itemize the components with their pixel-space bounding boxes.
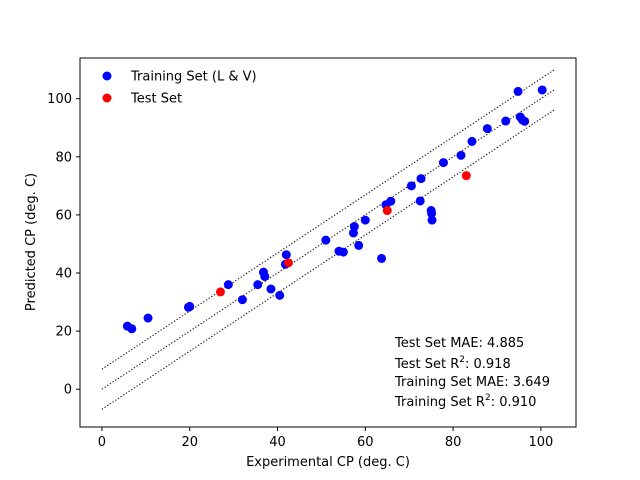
training-mae-text: Training Set MAE: 3.649 xyxy=(394,375,550,390)
reference-line-1 xyxy=(101,69,555,370)
training-point-31 xyxy=(456,150,466,160)
training-point-29 xyxy=(427,215,437,225)
y-tick-label-0: 0 xyxy=(64,383,72,398)
training-point-2 xyxy=(143,313,153,323)
training-point-32 xyxy=(467,136,477,146)
test-point-1 xyxy=(283,258,293,268)
training-point-28 xyxy=(427,208,437,218)
training-point-39 xyxy=(537,85,547,95)
reference-line-0 xyxy=(101,89,555,390)
y-tick-label-60: 60 xyxy=(55,208,72,223)
training-point-1 xyxy=(127,324,137,334)
training-r2-text: Training Set R2: 0.910 xyxy=(394,393,536,410)
data-points xyxy=(122,85,547,334)
y-tick-label-20: 20 xyxy=(55,325,72,340)
x-tick-label-0: 0 xyxy=(98,435,106,450)
legend-marker-training xyxy=(102,71,112,81)
training-point-35 xyxy=(513,86,523,96)
y-tick-label-80: 80 xyxy=(55,150,72,165)
training-point-24 xyxy=(406,181,416,191)
training-point-19 xyxy=(354,240,364,250)
training-point-38 xyxy=(520,116,530,126)
test-mae-text: Test Set MAE: 4.885 xyxy=(394,336,524,351)
training-point-7 xyxy=(253,280,263,290)
training-point-25 xyxy=(415,196,425,206)
legend: Training Set (L & V) Test Set xyxy=(102,70,257,107)
training-point-4 xyxy=(185,301,195,311)
training-point-10 xyxy=(266,284,276,294)
test-r2-text: Test Set R2: 0.918 xyxy=(394,355,511,372)
plot-frame xyxy=(79,57,577,428)
training-point-30 xyxy=(438,158,448,168)
x-tick-label-100: 100 xyxy=(528,435,553,450)
training-point-14 xyxy=(321,235,331,245)
metrics-annotation: Test Set MAE: 4.885 Test Set R2: 0.918 T… xyxy=(394,336,550,410)
training-point-23 xyxy=(386,196,396,206)
training-point-11 xyxy=(275,290,285,300)
x-tick-label-40: 40 xyxy=(269,435,286,450)
training-point-26 xyxy=(416,174,426,184)
legend-marker-test xyxy=(102,93,112,103)
legend-label-training: Training Set (L & V) xyxy=(130,70,257,85)
training-point-9 xyxy=(260,271,270,281)
reference-line-2 xyxy=(101,109,555,410)
training-point-16 xyxy=(338,247,348,257)
x-axis-label: Experimental CP (deg. C) xyxy=(246,455,410,470)
y-tick-label-100: 100 xyxy=(47,92,72,107)
reference-lines xyxy=(101,69,555,410)
x-tick-label-80: 80 xyxy=(445,435,462,450)
training-point-20 xyxy=(360,215,370,225)
training-point-33 xyxy=(482,124,492,134)
x-tick-label-60: 60 xyxy=(357,435,374,450)
test-point-2 xyxy=(382,206,392,216)
training-point-18 xyxy=(349,222,359,232)
y-axis-ticks: 0 20 40 60 80 100 xyxy=(47,92,80,398)
training-point-6 xyxy=(237,295,247,305)
x-axis-ticks: 0 20 40 60 80 100 xyxy=(98,427,553,450)
y-axis-label: Predicted CP (deg. C) xyxy=(24,173,39,311)
y-tick-label-40: 40 xyxy=(55,267,72,282)
test-point-3 xyxy=(461,171,471,181)
training-point-13 xyxy=(281,250,291,260)
training-point-21 xyxy=(377,253,387,263)
training-point-34 xyxy=(501,116,511,126)
test-point-0 xyxy=(215,287,225,297)
legend-label-test: Test Set xyxy=(130,92,182,107)
x-tick-label-20: 20 xyxy=(181,435,198,450)
training-point-5 xyxy=(223,280,233,290)
